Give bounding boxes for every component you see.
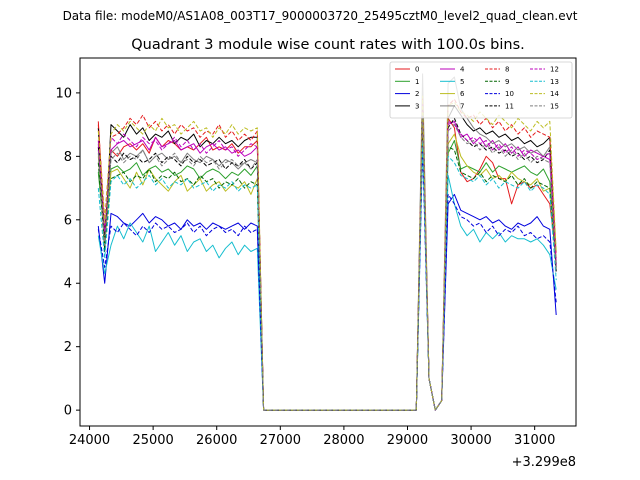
legend-label-3: 3 xyxy=(415,102,419,110)
x-tick-label: 24000 xyxy=(69,433,110,448)
x-tick-label: 31000 xyxy=(514,433,555,448)
x-tick-label: 28000 xyxy=(323,433,364,448)
chart-title: Quadrant 3 module wise count rates with … xyxy=(131,37,525,53)
y-tick-label: 0 xyxy=(64,404,72,419)
series-line-2 xyxy=(97,130,557,411)
series-line-5 xyxy=(97,136,557,411)
legend-label-7: 7 xyxy=(460,102,464,110)
y-tick-label: 8 xyxy=(64,150,72,165)
series-line-3 xyxy=(97,92,557,411)
series-line-7 xyxy=(97,73,557,411)
series-line-14 xyxy=(97,95,557,411)
chart-suptitle: Data file: modeM0/AS1A08_003T17_90000037… xyxy=(63,9,578,23)
series-line-6 xyxy=(97,117,557,411)
legend-label-6: 6 xyxy=(460,90,465,98)
series-line-0 xyxy=(97,111,557,411)
legend-label-12: 12 xyxy=(550,66,559,74)
x-tick-label: 26000 xyxy=(196,433,237,448)
x-tick-label: 27000 xyxy=(260,433,301,448)
legend-label-2: 2 xyxy=(415,90,419,98)
series-line-13 xyxy=(97,140,557,411)
legend-frame xyxy=(389,61,573,119)
legend-label-1: 1 xyxy=(415,78,419,86)
legend-label-14: 14 xyxy=(550,90,559,98)
legend-label-5: 5 xyxy=(460,78,464,86)
legend-label-15: 15 xyxy=(550,102,559,110)
y-tick-label: 2 xyxy=(64,340,72,355)
legend-label-9: 9 xyxy=(505,78,509,86)
x-tick-label: 30000 xyxy=(450,433,491,448)
legend-label-13: 13 xyxy=(550,78,559,86)
legend-label-4: 4 xyxy=(460,66,465,74)
legend-label-11: 11 xyxy=(505,102,514,110)
legend-label-0: 0 xyxy=(415,66,419,74)
legend-label-10: 10 xyxy=(505,90,514,98)
series-layer xyxy=(97,73,557,411)
x-tick-label: 29000 xyxy=(387,433,428,448)
series-line-15 xyxy=(97,114,557,411)
y-tick-label: 4 xyxy=(64,277,72,292)
x-tick-label: 25000 xyxy=(132,433,173,448)
series-line-11 xyxy=(97,108,557,411)
plot-area-frame xyxy=(79,57,577,427)
legend-label-8: 8 xyxy=(505,66,509,74)
x-offset-label: +3.299e8 xyxy=(512,455,576,470)
series-line-1 xyxy=(97,124,557,411)
series-line-4 xyxy=(97,105,557,411)
axes-layer: 24000 25000 26000 27000 28000 29000 30000 31000… xyxy=(55,86,555,448)
y-tick-label: 10 xyxy=(55,86,72,101)
y-tick-label: 6 xyxy=(64,213,72,228)
series-line-12 xyxy=(97,101,557,411)
